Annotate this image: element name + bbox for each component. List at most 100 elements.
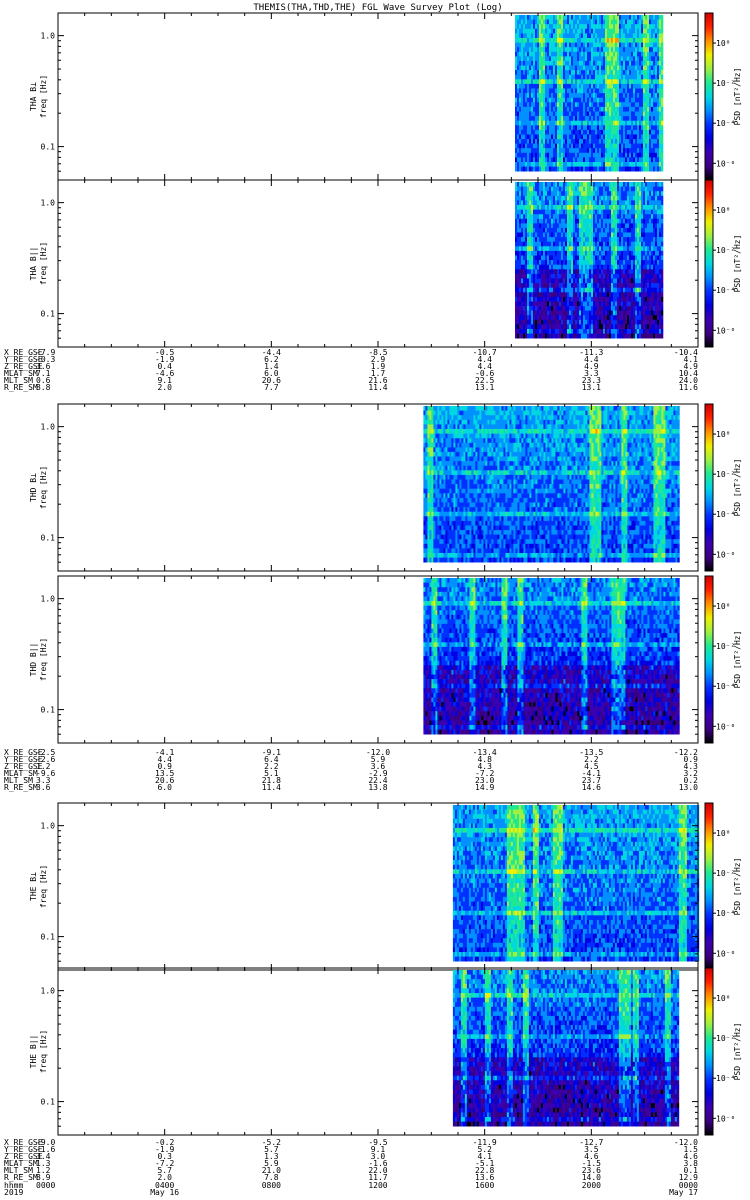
heatmap-cell: [567, 195, 570, 201]
heatmap-cell: [605, 214, 608, 220]
heatmap-cell: [585, 79, 588, 85]
heatmap-cell: [515, 148, 518, 154]
heatmap-cell: [573, 33, 576, 39]
heatmap-cell: [589, 24, 592, 30]
heatmap-cell: [641, 70, 644, 75]
heatmap-cell: [627, 38, 630, 43]
heatmap-cell: [607, 28, 610, 34]
heatmap-cell: [551, 182, 554, 187]
heatmap-cell: [577, 264, 580, 270]
heatmap-cell: [541, 47, 544, 53]
heatmap-cell: [623, 227, 626, 233]
heatmap-cell: [591, 296, 594, 302]
heatmap-cell: [617, 214, 620, 220]
heatmap-cell: [653, 283, 656, 288]
heatmap-cell: [547, 333, 550, 339]
heatmap-cell: [649, 200, 652, 206]
heatmap-cell: [555, 223, 558, 229]
heatmap-cell: [613, 88, 616, 94]
heatmap-cell: [529, 70, 532, 75]
heatmap-cell: [589, 237, 592, 242]
heatmap-cell: [623, 24, 626, 30]
heatmap-cell: [569, 162, 572, 167]
heatmap-cell: [537, 24, 540, 30]
heatmap-cell: [603, 241, 606, 247]
heatmap-cell: [543, 223, 546, 229]
heatmap-cell: [567, 232, 570, 238]
heatmap-cell: [607, 139, 610, 144]
heatmap-cell: [577, 273, 580, 279]
heatmap-cell: [635, 139, 638, 144]
heatmap-cell: [557, 33, 560, 39]
heatmap-cell: [523, 162, 526, 167]
heatmap-cell: [571, 38, 574, 43]
heatmap-cell: [527, 278, 530, 284]
heatmap-cell: [541, 264, 544, 270]
heatmap-cell: [539, 152, 542, 158]
heatmap-cell: [653, 310, 656, 316]
heatmap-cell: [605, 134, 608, 140]
heatmap-cell: [625, 157, 628, 163]
heatmap-cell: [571, 56, 574, 62]
heatmap-cell: [577, 166, 580, 172]
heatmap-cell: [537, 111, 540, 117]
heatmap-cell: [625, 129, 628, 135]
heatmap-cell: [563, 227, 566, 233]
heatmap-cell: [517, 33, 520, 39]
heatmap-cell: [619, 125, 622, 131]
heatmap-cell: [639, 329, 642, 334]
heatmap-cell: [553, 15, 556, 20]
heatmap-cell: [603, 162, 606, 167]
heatmap-cell: [591, 79, 594, 85]
heatmap-cell: [515, 152, 518, 158]
heatmap-cell: [623, 79, 626, 85]
heatmap-cell: [539, 102, 542, 108]
heatmap-cell: [595, 283, 598, 288]
heatmap-cell: [565, 191, 568, 197]
heatmap-cell: [601, 106, 604, 112]
heatmap-cell: [645, 227, 648, 233]
heatmap-cell: [619, 139, 622, 144]
heatmap-cell: [657, 74, 660, 80]
heatmap-cell: [555, 139, 558, 144]
heatmap-cell: [635, 83, 638, 89]
heatmap-cell: [589, 157, 592, 163]
heatmap-cell: [605, 166, 608, 172]
heatmap-cell: [531, 24, 534, 30]
heatmap-cell: [615, 93, 618, 98]
heatmap-cell: [541, 319, 544, 325]
heatmap-cell: [531, 51, 534, 57]
heatmap-cell: [625, 186, 628, 192]
heatmap-cell: [629, 232, 632, 238]
heatmap-cell: [597, 93, 600, 98]
heatmap-cell: [583, 255, 586, 261]
heatmap-cell: [553, 241, 556, 247]
heatmap-cell: [563, 97, 566, 103]
heatmap-cell: [587, 74, 590, 80]
heatmap-cell: [621, 93, 624, 98]
heatmap-cell: [517, 237, 520, 242]
heatmap-cell: [551, 214, 554, 220]
heatmap-cell: [599, 205, 602, 210]
heatmap-cell: [563, 33, 566, 39]
heatmap-cell: [579, 301, 582, 307]
heatmap-cell: [623, 116, 626, 121]
heatmap-cell: [615, 255, 618, 261]
heatmap-cell: [583, 237, 586, 242]
heatmap-cell: [525, 296, 528, 302]
heatmap-cell: [555, 292, 558, 298]
heatmap-cell: [621, 218, 624, 224]
heatmap-cell: [641, 241, 644, 247]
heatmap-cell: [575, 93, 578, 98]
heatmap-cell: [605, 162, 608, 167]
heatmap-cell: [539, 134, 542, 140]
heatmap-cell: [661, 111, 664, 117]
heatmap-cell: [611, 237, 614, 242]
heatmap-cell: [595, 47, 598, 53]
heatmap-cell: [521, 296, 524, 302]
heatmap-cell: [539, 310, 542, 316]
heatmap-cell: [545, 56, 548, 62]
heatmap-cell: [633, 209, 636, 215]
heatmap-cell: [575, 60, 578, 66]
heatmap-cell: [657, 60, 660, 66]
